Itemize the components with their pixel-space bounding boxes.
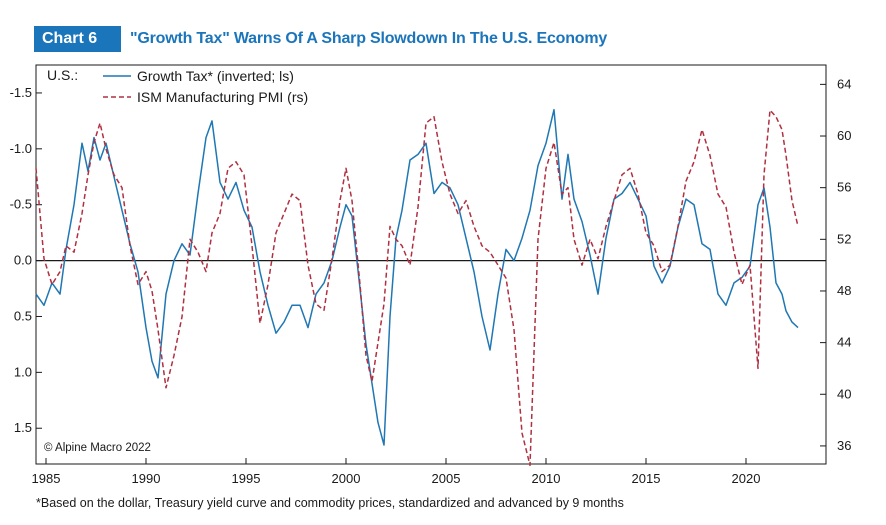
legend-label-growth-tax: Growth Tax* (inverted; ls) xyxy=(137,68,294,84)
chart-number-badge: Chart 6 xyxy=(34,26,121,52)
left-tick-label: -1.0 xyxy=(10,141,32,156)
x-tick-label: 1985 xyxy=(32,471,61,486)
x-tick-label: 1995 xyxy=(232,471,261,486)
x-tick-label: 2015 xyxy=(632,471,661,486)
left-tick-label: 0.5 xyxy=(14,308,32,323)
left-tick-label: 1.0 xyxy=(14,364,32,379)
right-tick-label: 60 xyxy=(837,128,851,143)
series-layer xyxy=(35,108,799,467)
legend-label-ism: ISM Manufacturing PMI (rs) xyxy=(137,89,308,105)
x-tick-label: 2000 xyxy=(332,471,361,486)
right-tick-label: 44 xyxy=(837,335,851,350)
series-line-ism xyxy=(35,109,799,467)
x-tick-label: 2005 xyxy=(432,471,461,486)
right-tick-label: 40 xyxy=(837,386,851,401)
right-tick-label: 52 xyxy=(837,231,851,246)
right-axis: 64 60 56 52 48 44 40 36 xyxy=(820,76,851,453)
plot-frame xyxy=(35,64,827,465)
left-tick-label: 0.0 xyxy=(14,253,32,268)
right-tick-label: 64 xyxy=(837,76,851,91)
left-tick-label: -1.5 xyxy=(10,85,32,100)
x-tick-label: 2010 xyxy=(532,471,561,486)
left-tick-label: -0.5 xyxy=(10,197,32,212)
legend: U.S.: Growth Tax* (inverted; ls) ISM Man… xyxy=(47,67,308,105)
left-tick-label: 1.5 xyxy=(14,420,32,435)
footnote: *Based on the dollar, Treasury yield cur… xyxy=(36,496,624,510)
source-credit: © Alpine Macro 2022 xyxy=(44,442,151,454)
right-tick-label: 36 xyxy=(837,438,851,453)
x-tick-label: 1990 xyxy=(132,471,161,486)
x-tick-label: 2020 xyxy=(732,471,761,486)
left-axis: -1.5 -1.0 -0.5 0.0 0.5 1.0 1.5 xyxy=(10,85,42,435)
chart-title: "Growth Tax" Warns Of A Sharp Slowdown I… xyxy=(130,30,608,47)
right-tick-label: 56 xyxy=(837,180,851,195)
right-tick-label: 48 xyxy=(837,283,851,298)
x-axis: 1985 1990 1995 2000 2005 2010 2015 2020 xyxy=(32,458,761,486)
region-label: U.S.: xyxy=(47,67,78,83)
